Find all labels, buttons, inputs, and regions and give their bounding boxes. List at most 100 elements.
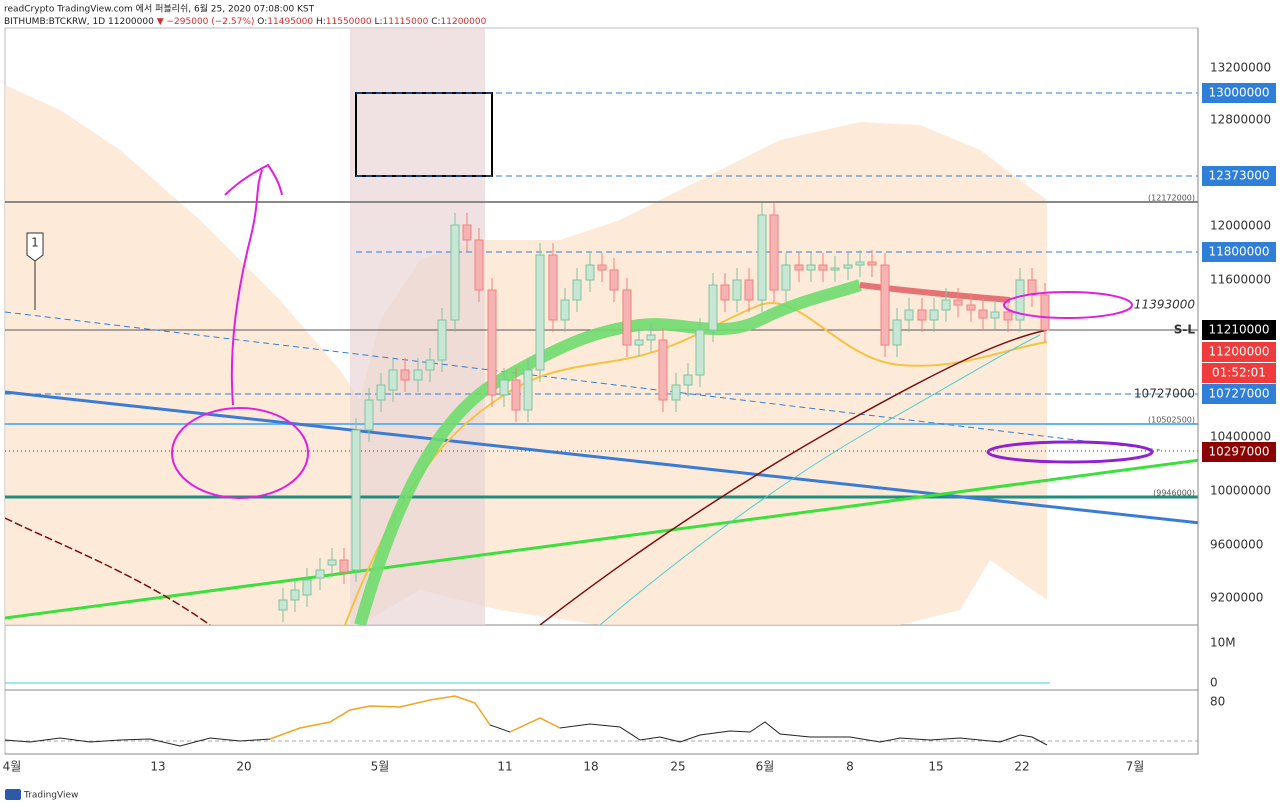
candle-body: [487, 289, 497, 396]
price-label: 10000000: [1210, 484, 1271, 498]
candle-body: [892, 319, 902, 346]
candle-body: [671, 384, 681, 401]
ema-band: [354, 279, 862, 625]
ref-label: (9946000): [1153, 489, 1195, 498]
candle-body: [622, 289, 632, 346]
ohlc-l: L:: [374, 17, 382, 27]
candle-body: [1040, 294, 1050, 331]
drawing-arrow: [224, 163, 283, 406]
candle-body: [315, 569, 325, 579]
ema-band: [859, 282, 1011, 303]
candle-body: [474, 239, 484, 291]
candle-body: [535, 254, 545, 371]
trend-line: [5, 311, 1161, 451]
price-tag: 11800000: [1208, 245, 1269, 259]
price-tag: 13000000: [1208, 86, 1269, 100]
candle-body: [400, 369, 410, 381]
candle-body: [572, 279, 582, 301]
candle-body: [437, 319, 447, 361]
logo: [5, 789, 21, 800]
price-label: 9600000: [1210, 538, 1263, 552]
candles: [278, 203, 1050, 622]
candle-body: [966, 304, 976, 311]
candle-body: [376, 384, 386, 401]
candle-body: [511, 379, 521, 411]
level-label: 11393000: [1134, 298, 1195, 312]
price-label: 13200000: [1210, 61, 1271, 75]
candle-body: [499, 379, 509, 396]
ohlc-c-val: 11200000: [441, 17, 487, 27]
price-label: 11600000: [1210, 273, 1271, 287]
candle-body: [941, 299, 951, 311]
tag-bg: [1202, 166, 1276, 186]
tag-bg: [1202, 242, 1276, 262]
candle-body: [830, 267, 840, 271]
candle-body: [548, 254, 558, 321]
tag-bg: [1202, 363, 1276, 383]
date-label: 22: [1014, 760, 1029, 774]
candle-body: [278, 599, 288, 611]
target-box: [355, 92, 493, 177]
candle-body: [364, 399, 374, 431]
date-label: 7월: [1126, 760, 1145, 774]
date-label: 18: [583, 760, 598, 774]
candle-body: [339, 559, 349, 573]
candle-body: [757, 214, 767, 301]
candle-body: [327, 559, 337, 566]
ohlc-l-val: 11115000: [383, 17, 429, 27]
candle-body: [1015, 279, 1025, 321]
date-label: 8: [846, 760, 854, 774]
callout-box: [26, 232, 44, 262]
drawing-circle: [986, 440, 1154, 464]
date-label: 11: [497, 760, 512, 774]
candle-body: [425, 359, 435, 371]
rsi-label: 80: [1210, 695, 1225, 709]
price-label: 12000000: [1210, 219, 1271, 233]
candle-body: [904, 309, 914, 321]
candle-body: [683, 374, 693, 386]
candle-body: [794, 264, 804, 271]
price-tags: 13000000 12373000 11800000 11210000 1120…: [1202, 83, 1276, 462]
trend-line: [5, 458, 1198, 620]
date-label: 20: [236, 760, 251, 774]
sl-label: S-L: [1174, 323, 1196, 337]
date-label: 6월: [756, 760, 775, 774]
candle-body: [388, 369, 398, 391]
candle-body: [720, 284, 730, 301]
candle-body: [953, 299, 963, 306]
date-label: 4월: [3, 760, 22, 774]
candle-body: [855, 261, 865, 266]
ticker: BITHUMB:BTCKRW, 1D: [4, 17, 105, 27]
price-label: 12800000: [1210, 113, 1271, 127]
price-tag: 12373000: [1208, 169, 1269, 183]
price-tag: 01:52:01: [1212, 366, 1266, 380]
candle-body: [732, 279, 742, 301]
price-label: 10400000: [1210, 430, 1271, 444]
ma-line: [5, 517, 211, 625]
candle-body: [585, 264, 595, 281]
candle-body: [880, 264, 890, 346]
highlight-zone: [350, 28, 485, 625]
candle-body: [929, 309, 939, 321]
candle-body: [290, 589, 300, 601]
ohlc-h: H:: [316, 17, 326, 27]
callout-label: 1: [31, 236, 39, 250]
tag-bg: [1202, 342, 1276, 362]
footer-brand: TradingView: [23, 791, 78, 801]
ref-label: (12172000): [1148, 194, 1195, 203]
drawing-circle: [171, 407, 309, 499]
candle-body: [302, 579, 312, 596]
main-pane: [5, 28, 1198, 625]
candle-body: [990, 311, 1000, 319]
tag-bg: [1202, 320, 1276, 340]
ma-line: [539, 329, 1048, 625]
candle-body: [1027, 279, 1037, 296]
tag-bg: [1202, 442, 1276, 462]
candle-body: [523, 369, 533, 411]
volume-label: 0: [1210, 676, 1218, 690]
drawing-circle: [1003, 291, 1133, 319]
candle-body: [978, 309, 988, 319]
candle-body: [462, 224, 472, 241]
ohlc-h-val: 11550000: [326, 17, 372, 27]
ohlc-o-val: 11495000: [267, 17, 313, 27]
